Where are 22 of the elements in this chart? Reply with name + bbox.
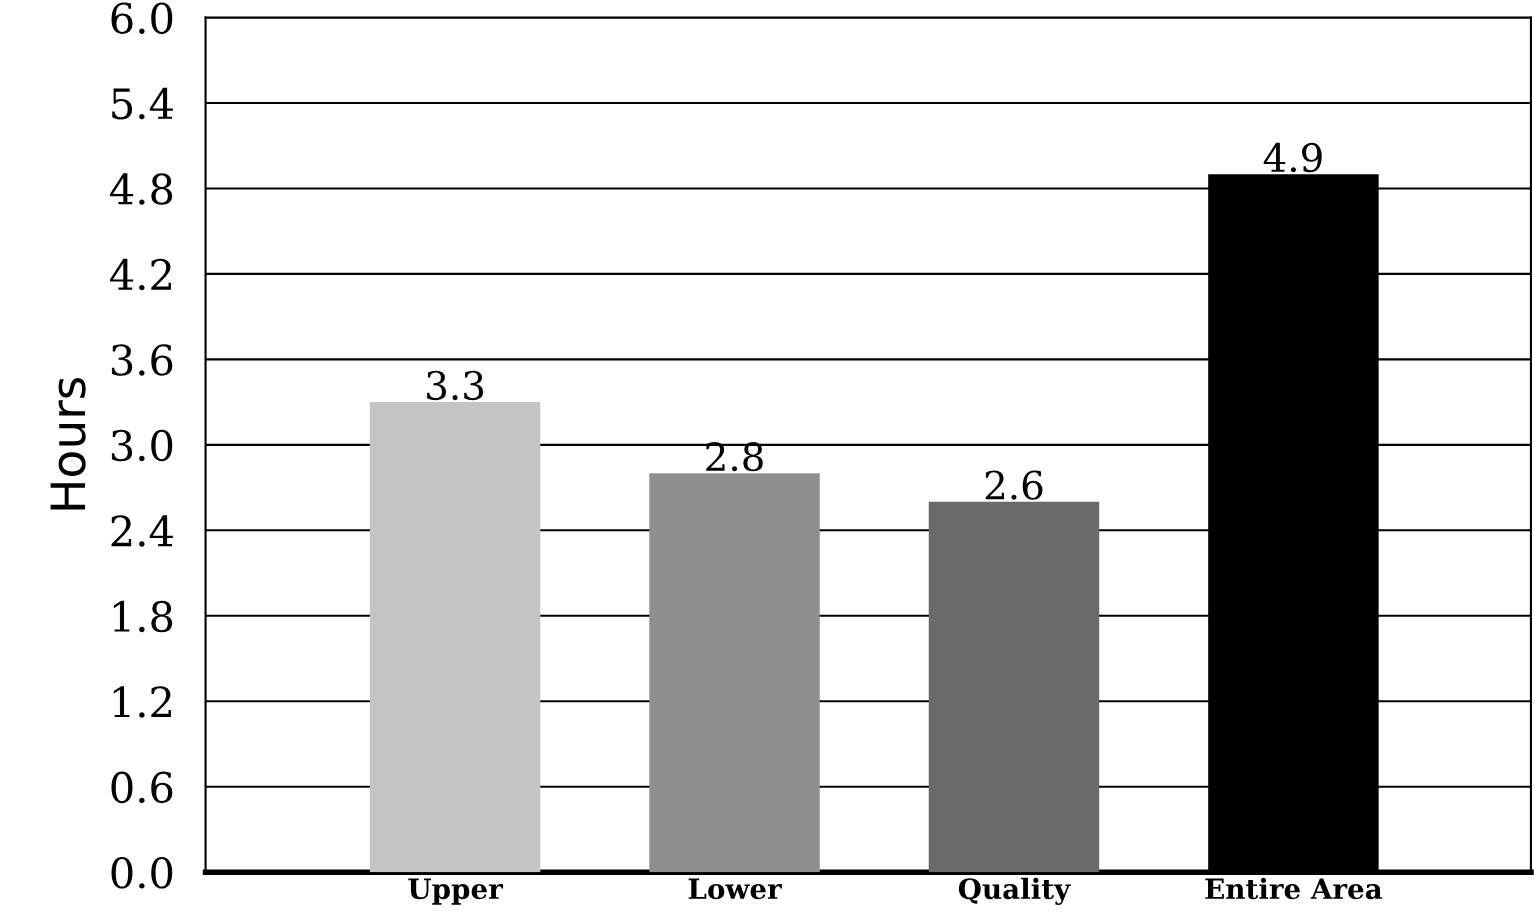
y-tick-label: 0.6 (111, 771, 173, 804)
data-label: 4.9 (1263, 142, 1322, 173)
data-label: 3.3 (427, 370, 484, 401)
bar (649, 473, 820, 873)
y-tick-label: 1.8 (113, 600, 173, 633)
bar (928, 501, 1100, 873)
y-tick-label: 6.0 (111, 2, 173, 34)
y-tick-label: 4.2 (110, 258, 171, 291)
data-label: 2.6 (985, 470, 1043, 500)
y-axis-title: Hours (50, 377, 86, 510)
x-tick-label: Upper (408, 878, 504, 905)
y-tick-label: 5.4 (112, 87, 173, 120)
y-tick-label: 4.8 (110, 173, 173, 205)
y-tick-label: 3.0 (111, 429, 173, 462)
y-tick-label: 0.0 (111, 857, 173, 889)
y-tick-label: 1.2 (113, 686, 171, 718)
x-tick-label: Lower (688, 878, 782, 900)
y-tick-label: 3.6 (111, 344, 173, 376)
y-tick-label: 2.4 (111, 515, 173, 547)
x-tick-label: Quality (958, 877, 1071, 906)
x-tick-label: Entire Area (1205, 877, 1383, 900)
bar (369, 402, 541, 873)
